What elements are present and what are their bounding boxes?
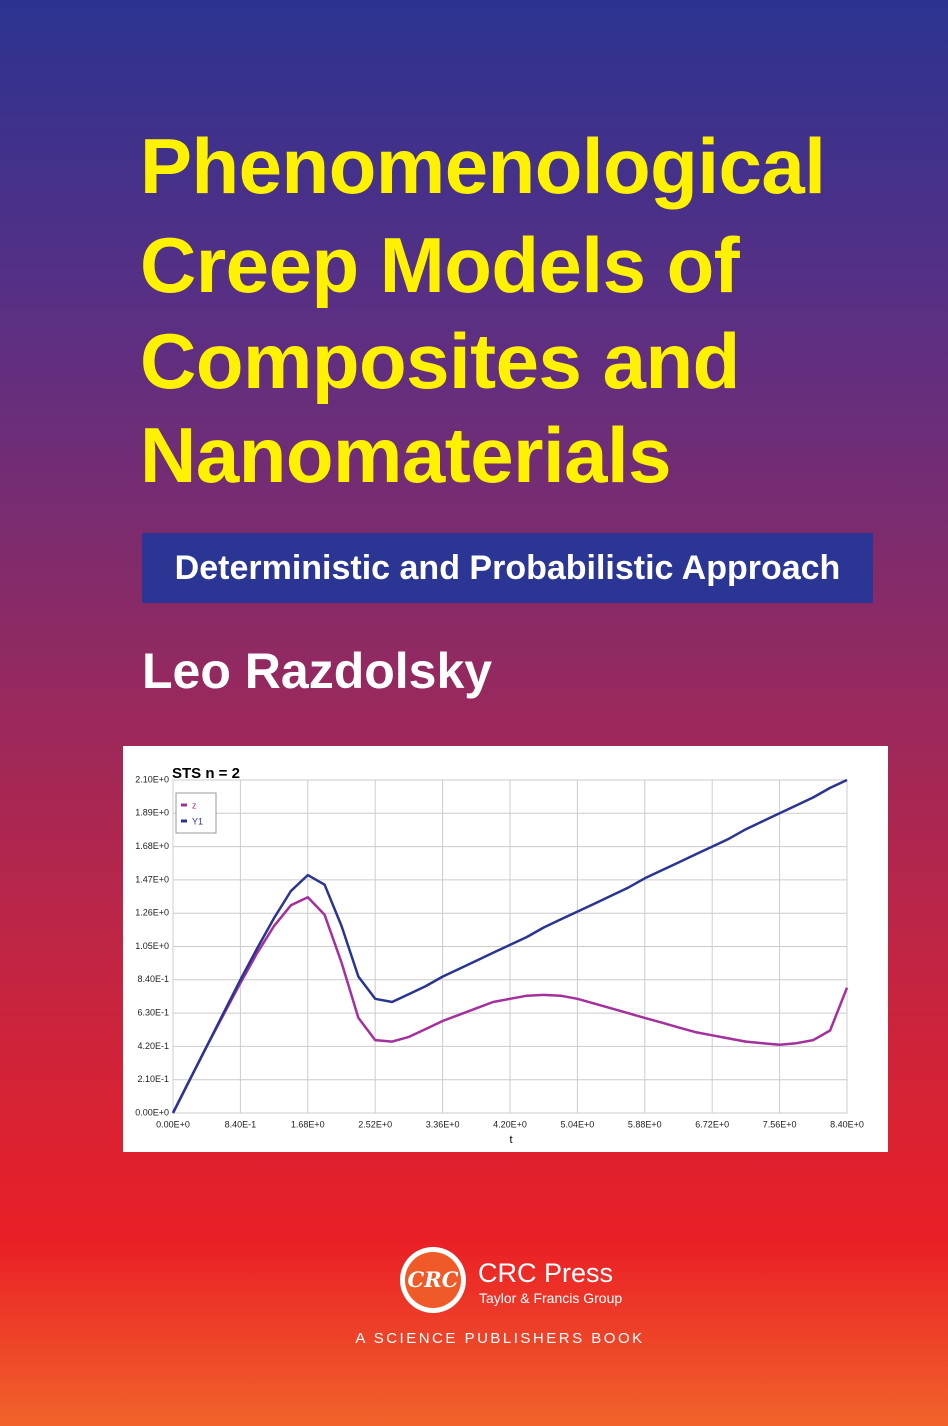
publisher-group: Taylor & Francis Group: [479, 1290, 623, 1306]
x-tick-label: 8.40E-1: [225, 1119, 257, 1129]
x-tick-label: 8.40E+0: [830, 1119, 864, 1129]
y-tick-label: 0.00E+0: [135, 1107, 169, 1117]
x-tick-label: 7.56E+0: [763, 1119, 797, 1129]
title-line: Creep Models of: [140, 221, 740, 309]
x-axis-label: t: [509, 1134, 512, 1146]
y-tick-label: 1.47E+0: [135, 874, 169, 884]
y-tick-label: 1.68E+0: [135, 841, 169, 851]
x-tick-label: 4.20E+0: [493, 1119, 527, 1129]
y-tick-label: 1.26E+0: [135, 908, 169, 918]
x-tick-label: 5.04E+0: [561, 1119, 595, 1129]
series-line: [171, 896, 849, 1114]
x-tick-label: 0.00E+0: [156, 1119, 190, 1129]
x-tick-label: 6.72E+0: [695, 1119, 729, 1129]
x-tick-label: 2.52E+0: [358, 1119, 392, 1129]
legend-label: Y1: [192, 816, 203, 826]
series-line: [171, 778, 848, 1114]
title-line: Composites and: [140, 317, 740, 405]
y-tick-label: 2.10E-1: [137, 1074, 169, 1084]
author: Leo Razdolsky: [142, 643, 493, 699]
legend-label: z: [192, 800, 197, 810]
chart-panel: STS n = 2 t 0.00E+0 2.10E-1 4.20E-1 6.30E-1…: [123, 746, 888, 1152]
chart: STS n = 2 t 0.00E+0 2.10E-1 4.20E-1 6.30E-1…: [135, 765, 864, 1146]
publisher-name: CRC Press: [478, 1258, 614, 1288]
y-tick-label: 6.30E-1: [137, 1007, 169, 1017]
y-tick-label: 4.20E-1: [137, 1041, 169, 1051]
y-tick-label: 8.40E-1: [137, 974, 169, 984]
title-line: Phenomenological: [140, 122, 826, 210]
x-tick-label: 1.68E+0: [291, 1119, 325, 1129]
title-line: Nanomaterials: [140, 411, 672, 499]
subtitle: Deterministic and Probabilistic Approach: [142, 533, 873, 603]
publisher-logo: CRC: [400, 1247, 466, 1313]
imprint: A SCIENCE PUBLISHERS BOOK: [355, 1330, 645, 1347]
x-tick-label: 3.36E+0: [426, 1119, 460, 1129]
y-tick-label: 1.05E+0: [135, 941, 169, 951]
legend-box: [175, 792, 217, 834]
y-tick-label: 2.10E+0: [135, 774, 169, 784]
logo-text: CRC: [405, 1252, 461, 1308]
chart-title: STS n = 2: [172, 765, 240, 782]
x-tick-label: 5.88E+0: [628, 1119, 662, 1129]
y-tick-label: 1.89E+0: [135, 808, 169, 818]
